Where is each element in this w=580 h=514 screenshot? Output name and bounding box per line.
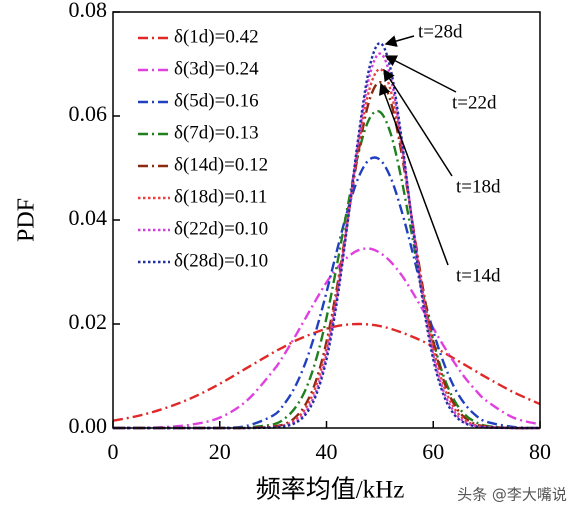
y-tick-label: 0.08 [69,0,108,22]
plot-frame [112,11,541,429]
y-tick-label: 0.00 [69,413,108,438]
annotation: t=22d [452,92,497,113]
series-line [112,322,541,422]
legend-label: δ(14d)=0.12 [174,154,268,175]
x-tick-label: 80 [529,439,551,464]
series-line [113,52,541,430]
annotation: t=28d [418,21,463,42]
y-tick-label: 0.02 [69,309,108,334]
legend-label: δ(28d)=0.10 [174,250,268,271]
x-tick-label: 60 [422,439,444,464]
legend-label: δ(5d)=0.16 [174,90,259,111]
watermark: 头条 @李大嘴说 [457,486,567,504]
y-axis-label: PDF [14,198,40,242]
x-tick-label: 20 [209,439,231,464]
legend-label: δ(3d)=0.24 [174,58,259,79]
y-tick-label: 0.06 [69,101,108,126]
annotation-arrow [383,68,453,177]
legend-label: δ(22d)=0.10 [174,218,268,239]
y-tick-label: 0.04 [69,205,108,230]
annotation-arrow [379,82,449,266]
x-axis-label: 频率均值/kHz [256,476,405,504]
legend-label: δ(7d)=0.13 [174,122,259,143]
annotation-arrow [384,55,457,93]
series-line [112,247,541,430]
annotation-arrow [384,35,415,47]
annotation: t=14d [456,265,501,286]
legend-label: δ(18d)=0.11 [174,186,267,207]
x-tick-label: 40 [316,439,338,464]
x-tick-label: 0 [108,439,119,464]
annotation: t=18d [456,176,501,197]
legend-label: δ(1d)=0.42 [174,26,259,47]
